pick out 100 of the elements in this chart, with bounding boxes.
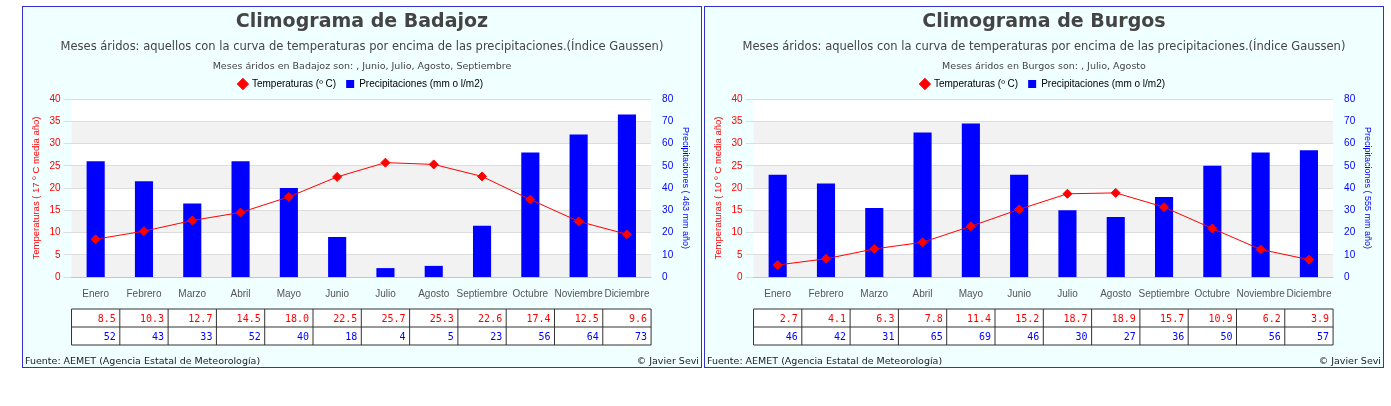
y2-tick-label: 20: [1344, 226, 1356, 238]
bar: [1010, 174, 1029, 277]
x-tick-label: Abril: [230, 287, 251, 299]
x-tick-label: Septiembre: [456, 287, 509, 299]
data-label: 42: [834, 330, 847, 342]
x-tick-label: Febrero: [126, 287, 162, 299]
data-label: 18.0: [284, 312, 309, 324]
data-label: 9.6: [629, 312, 648, 324]
x-tick-label: Junio: [325, 287, 350, 299]
data-label: 30: [1075, 330, 1088, 342]
text: © Javier Sevi: [1318, 355, 1381, 366]
bar: [521, 152, 540, 277]
y2-tick-label: 10: [662, 248, 674, 260]
source-note: Fuente: AEMET (Agencia Estatal de Meteorología): [707, 355, 943, 366]
data-label: 10.3: [140, 312, 165, 324]
bar: [1299, 150, 1318, 277]
data-label: 36: [1172, 330, 1185, 342]
data-label: 56: [538, 330, 551, 342]
y-tick-label: 20: [49, 181, 61, 193]
x-tick-label: Junio: [1007, 287, 1032, 299]
legend-label: Precipitaciones (mm o l/m2): [1041, 77, 1166, 89]
y2-tick-label: 60: [662, 137, 674, 149]
point: [235, 207, 246, 218]
chart-title: Climograma de Burgos: [921, 9, 1167, 31]
point: [1110, 187, 1121, 198]
y2-tick-label: 50: [662, 159, 674, 171]
data-label: 31: [882, 330, 895, 342]
chart-title: Climograma de Badajoz: [234, 9, 490, 31]
data-label: 18.7: [1063, 312, 1088, 324]
y-tick-label: 5: [54, 248, 61, 260]
x-tick-label: Diciembre: [604, 287, 650, 299]
bar: [1106, 216, 1125, 277]
y2-tick-label: 0: [1344, 270, 1351, 282]
y-tick-label: 25: [731, 159, 743, 171]
bar: [913, 132, 932, 277]
data-label: 50: [1220, 330, 1233, 342]
y-tick-label: 15: [49, 204, 61, 215]
y-tick-label: 35: [731, 115, 743, 126]
data-label: 17.4: [526, 312, 551, 324]
data-label: 64: [586, 330, 599, 342]
data-label: 52: [103, 330, 116, 342]
y2-tick-label: 40: [662, 181, 674, 193]
data-label: 6.2: [1262, 312, 1281, 324]
point: [283, 191, 294, 202]
x-tick-label: Marzo: [178, 287, 207, 299]
x-tick-label: Octubre: [512, 287, 549, 299]
data-label: 5: [447, 330, 454, 342]
point: [917, 237, 928, 248]
data-label: 18: [345, 330, 358, 342]
data-label: 18.9: [1111, 312, 1136, 324]
bar: [1251, 152, 1270, 277]
bar: [961, 123, 980, 277]
data-label: 22.6: [478, 312, 503, 324]
y2-tick-label: 50: [1344, 159, 1356, 171]
data-label: 14.5: [236, 312, 261, 324]
bar: [816, 183, 836, 277]
x-tick-label: Septiembre: [1138, 287, 1191, 299]
point: [820, 253, 831, 264]
text: © Javier Sevi: [636, 355, 699, 366]
point: [573, 216, 584, 227]
bar: [472, 225, 492, 277]
data-label: 12.5: [574, 312, 599, 324]
bar: [376, 268, 395, 277]
x-tick-label: Abril: [912, 287, 933, 299]
legend-label: Precipitaciones (mm o l/m2): [359, 77, 484, 89]
y2-axis-title: Precipitaciones ( 463 mm año): [681, 126, 692, 250]
data-label: 11.4: [966, 312, 991, 324]
point: [380, 157, 391, 168]
text: Meses áridos en Burgos son: , Julio, Agosto: [941, 60, 1147, 71]
bar: [1058, 210, 1077, 277]
bar: [1154, 196, 1174, 277]
point: [1303, 254, 1314, 265]
data-label: 6.3: [876, 312, 895, 324]
data-label: 3.9: [1311, 312, 1330, 324]
data-label: 65: [930, 330, 943, 342]
data-label: 4: [399, 330, 406, 342]
x-tick-label: Febrero: [808, 287, 844, 299]
y2-tick-label: 70: [1344, 115, 1356, 126]
data-label: 22.5: [333, 312, 358, 324]
point: [621, 229, 632, 240]
x-tick-label: Octubre: [1194, 287, 1231, 299]
bar: [279, 188, 298, 277]
point: [428, 159, 439, 170]
point: [1255, 244, 1266, 255]
y2-tick-label: 0: [662, 270, 669, 282]
y2-tick-label: 20: [662, 226, 674, 238]
y2-axis-title: Precipitaciones ( 555 mm año): [1363, 126, 1374, 250]
data-label: 2.7: [779, 312, 798, 324]
point: [332, 171, 343, 182]
x-tick-label: Mayo: [276, 287, 302, 299]
data-label: 8.5: [97, 312, 116, 324]
legend-label: Temperaturas (º C): [933, 77, 1019, 89]
data-label: 43: [152, 330, 165, 342]
y2-tick-label: 30: [662, 204, 674, 215]
x-tick-label: Mayo: [958, 287, 984, 299]
data-label: 33: [200, 330, 213, 342]
point: [1159, 202, 1170, 213]
bar: [569, 134, 588, 277]
bar: [134, 181, 154, 277]
data-label: 57: [1317, 330, 1330, 342]
